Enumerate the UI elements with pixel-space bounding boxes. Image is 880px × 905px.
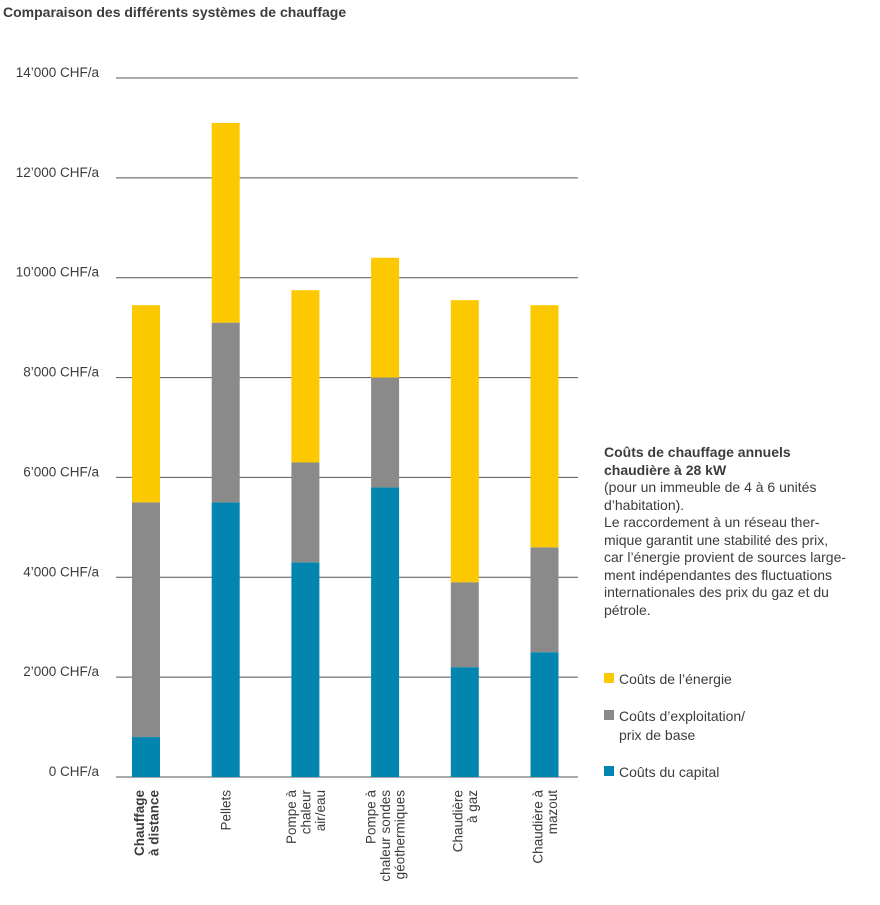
x-tick-label: Chauffage à distance	[132, 790, 162, 857]
x-tick-label-line: Chaudière	[451, 790, 466, 852]
gridlines	[116, 77, 578, 778]
bar-segment-energy	[530, 305, 559, 548]
y-axis-tick-labels: 0 CHF/a 2’000 CHF/a 4’000 CHF/a 6’000 CHF/a…	[16, 65, 100, 779]
x-tick-label-line: Pompe à	[284, 790, 299, 845]
x-tick-label: Chaudière à mazout	[530, 790, 560, 864]
y-tick-label: 8’000 CHF/a	[23, 365, 99, 380]
legend-swatch-energy	[604, 673, 614, 683]
description-line: ment indépendantes des fluctuations	[604, 566, 833, 583]
bar-segment-operation	[530, 547, 559, 653]
y-tick-label: 14’000 CHF/a	[16, 65, 100, 80]
x-tick-label-line: mazout	[545, 790, 560, 835]
y-tick-label: 12’000 CHF/a	[16, 165, 100, 180]
x-tick-label-line: Pellets	[219, 790, 234, 831]
description-line: (pour un immeuble de 4 à 6 unités	[604, 479, 817, 495]
bar-segment-capital	[371, 487, 400, 777]
x-tick-label: Pompe à chaleur air/eau	[284, 789, 328, 844]
bar-segment-energy	[132, 305, 160, 503]
x-tick-label-line: Chaudière à	[530, 790, 545, 864]
x-tick-label-line: chaleur sondes	[378, 790, 393, 882]
description-line: Le raccordement à un réseau ther-	[604, 514, 820, 530]
chart-title: Comparaison des différents systèmes de c…	[3, 4, 347, 20]
legend-swatch-capital	[604, 766, 614, 776]
legend-label-operation-line2: prix de base	[619, 727, 696, 743]
legend-item-operation: Coûts d’exploitation/ prix de base	[604, 707, 876, 745]
description-line: internationales des prix du gaz et du	[604, 584, 829, 600]
legend-label-operation-line1: Coûts d’exploitation/	[619, 708, 746, 724]
bar-segment-operation	[450, 582, 479, 668]
legend-swatch-operation	[604, 710, 614, 720]
y-tick-label: 0 CHF/a	[49, 764, 100, 779]
bar-segment-capital	[450, 667, 479, 777]
bar-segment-operation	[291, 462, 320, 563]
bar-segment-capital	[530, 652, 559, 777]
bar-segment-energy	[211, 122, 240, 323]
chart-description: Coûts de chauffage annuels chaudière à 2…	[604, 444, 876, 619]
legend-label-energy: Coûts de l’énergie	[619, 671, 732, 687]
bar-segment-energy	[371, 257, 400, 378]
bar-segment-operation	[132, 502, 160, 738]
x-tick-label: Pellets	[219, 790, 234, 831]
bar-segment-capital	[211, 502, 240, 777]
bar-segment-capital	[291, 562, 320, 777]
bars	[132, 122, 559, 777]
x-tick-label-line: air/eau	[313, 790, 328, 831]
y-tick-label: 6’000 CHF/a	[23, 464, 99, 479]
x-tick-label: Chaudière à gaz	[451, 790, 481, 853]
y-tick-label: 10’000 CHF/a	[16, 265, 100, 280]
x-tick-label-line: Pompe à	[364, 790, 379, 845]
y-tick-label: 4’000 CHF/a	[23, 564, 99, 579]
legend-item-capital: Coûts du capital	[604, 763, 876, 782]
x-tick-label: Pompe à chaleur sondes géothermiques	[364, 790, 408, 882]
legend-label-capital: Coûts du capital	[619, 764, 720, 780]
description-line: mique garantit une stabilité des prix,	[604, 531, 829, 548]
y-tick-label: 2’000 CHF/a	[23, 664, 99, 679]
bar-segment-operation	[371, 377, 400, 488]
description-line: pétrole.	[604, 601, 651, 618]
bar-segment-capital	[132, 737, 160, 777]
bar-segment-operation	[211, 322, 240, 503]
x-tick-label-line: Chauffage	[132, 790, 147, 856]
x-tick-label-line: à gaz	[465, 790, 480, 823]
bar-segment-energy	[450, 300, 479, 583]
legend-item-energy: Coûts de l’énergie	[604, 670, 876, 689]
x-axis-tick-labels: Chauffage à distance Pellets Pompe à chaleur…	[132, 789, 560, 881]
bar-segment-energy	[291, 290, 320, 463]
description-heading-line1: Coûts de chauffage annuels	[604, 444, 791, 460]
description-line: d’habitation).	[604, 496, 685, 513]
x-tick-label-line: à distance	[146, 790, 161, 857]
legend: Coûts de l’énergie Coûts d’exploitation/…	[604, 670, 876, 800]
description-line: car l’énergie provient de sources large-	[604, 549, 847, 565]
description-heading-line2: chaudière à 28 kW	[604, 461, 727, 478]
x-tick-label-line: géothermiques	[393, 790, 408, 880]
x-tick-label-line: chaleur	[298, 789, 313, 834]
